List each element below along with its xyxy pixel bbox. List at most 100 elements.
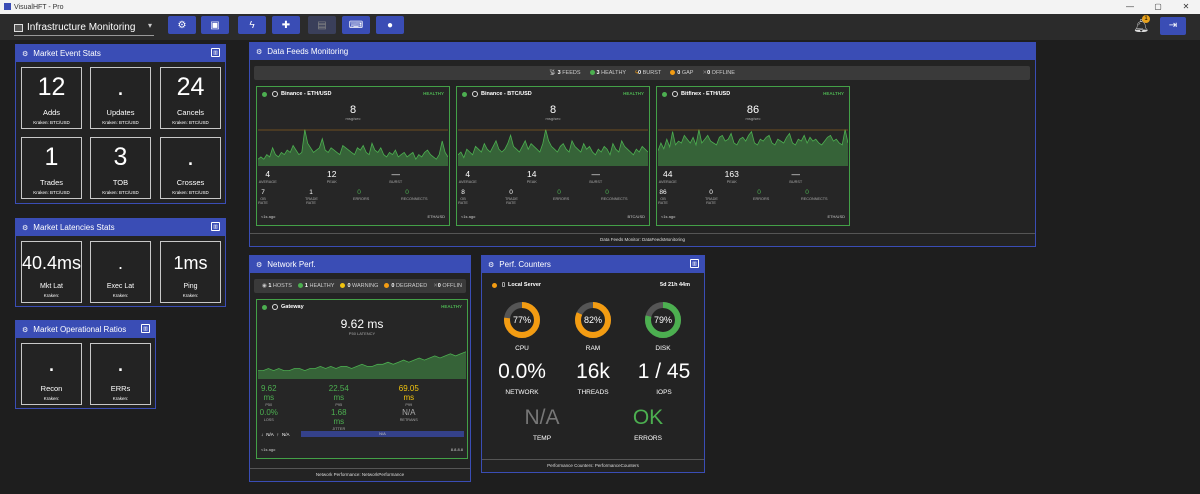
feeds-count: 📡︎ 3 FEEDS	[549, 70, 580, 76]
stat-value: .	[117, 349, 124, 377]
latency-percentiles: 9.62 ms P50 22.54 ms P95 69.05 ms P99	[257, 384, 467, 407]
stat-value: .	[48, 349, 55, 377]
monitor-button[interactable]: ▣	[201, 16, 229, 34]
feed-primary-metrics: 4 AVERAGE 12 PEAK — BURST	[257, 169, 449, 184]
chart-toggle-icon[interactable]: ▥	[211, 48, 220, 57]
burst-label: BURST	[589, 180, 603, 184]
host-card-gateway[interactable]: Gateway HEALTHY 9.62 ms P50 LATENCY 9.62…	[256, 299, 468, 459]
stat-label: Recon	[40, 384, 63, 393]
burst-value: —	[791, 169, 801, 179]
settings-small-icon[interactable]: ⚙	[22, 224, 29, 232]
feed-last-update: <1s ago	[261, 214, 276, 219]
peak-label: PEAK	[526, 180, 537, 184]
ob-rate-label: OB RATE	[458, 197, 468, 205]
sparkline-line	[458, 129, 648, 159]
operational-ratios-panel: ⚙ Market Operational Ratios ▥ . Recon Kr…	[15, 320, 156, 409]
maximize-button[interactable]: ▢	[1154, 2, 1162, 11]
feed-status: HEALTHY	[423, 91, 444, 96]
settings-small-icon[interactable]: ⚙	[488, 261, 495, 269]
logout-button[interactable]: ⇥	[1160, 17, 1186, 35]
stat-label: Cancels	[176, 108, 205, 117]
panel-header: ⚙ Market Latencies Stats ▥	[16, 219, 225, 236]
monitor-icon: ▣	[210, 19, 220, 31]
ring-fill	[504, 302, 540, 338]
down-arrow-icon: ↓	[261, 432, 264, 437]
feed-name: Bitfinex - ETH/USD	[681, 91, 731, 97]
latency-sparkline	[258, 351, 466, 379]
threads-value: 16k	[576, 360, 610, 383]
p50-label: P50	[265, 403, 273, 407]
stat-tile-tob: 3 TOB Kraken: BTC/USD	[90, 137, 151, 199]
host-last-update: <1s ago	[261, 447, 276, 452]
feed-header: Binance - ETH/USD	[262, 91, 331, 97]
feed-header: Bitfinex - ETH/USD	[662, 91, 730, 97]
host-name: Gateway	[281, 304, 304, 310]
ob-rate-value: 7	[261, 189, 265, 196]
errors-value: 0	[757, 189, 761, 196]
report-button[interactable]: ▤	[308, 16, 336, 34]
stat-tile-updates: . Updates Kraken: BTC/USD	[90, 67, 151, 129]
feed-card-binance-btcusd[interactable]: Binance - BTC/USD HEALTHY 8 msg/sec 4 AVE…	[456, 86, 650, 226]
market-event-stats-panel: ⚙ Market Event Stats ▥ 12 Adds Kraken: B…	[15, 44, 226, 204]
stat-tile-trades: 1 Trades Kraken: BTC/USD	[21, 137, 82, 199]
trade-rate-value: 0	[509, 189, 513, 196]
sparkline-area	[258, 351, 466, 379]
settings-small-icon[interactable]: ⚙	[22, 50, 29, 58]
status-dot-icon	[262, 91, 267, 97]
feeds-label: FEEDS	[562, 70, 581, 76]
down-value: N/A	[266, 432, 274, 437]
panel-title: Market Operational Ratios	[33, 325, 127, 334]
stat-provider: Kraken: BTC/USD	[172, 190, 209, 195]
dashboard-selector[interactable]: Infrastructure Monitoring ▾	[14, 20, 154, 36]
feed-card-bitfinex-ethusd[interactable]: Bitfinex - ETH/USD HEALTHY 86 msg/sec 44…	[656, 86, 850, 226]
monitor-small-icon	[14, 23, 23, 32]
feeds-summary-bar: 📡︎ 3 FEEDS 3 HEALTHY ϟ0 BURST 0 GAP ✕0 O…	[254, 66, 1030, 80]
stat-value: .	[187, 143, 194, 171]
healthy-dot-icon	[297, 283, 303, 289]
p99-value: 69.05 ms	[398, 384, 419, 402]
close-button[interactable]: ✕	[1182, 2, 1190, 11]
disk-ring	[645, 302, 681, 338]
feed-last-update: <1s ago	[461, 214, 476, 219]
stat-label: Exec Lat	[106, 283, 135, 290]
average-value: 4	[465, 169, 471, 179]
up-arrow-icon: ↑	[276, 432, 280, 437]
chart-toggle-icon[interactable]: ▥	[690, 259, 699, 268]
settings-small-icon[interactable]: ⚙	[256, 261, 263, 269]
sparkline-line	[258, 129, 448, 161]
globe-icon	[472, 91, 478, 97]
status-dot-icon	[262, 304, 267, 310]
hosts-icon: ◉	[262, 283, 269, 289]
bandwidth-row: ↓ N/A ↑ N/A	[261, 432, 290, 437]
stat-provider: Kraken: BTC/USD	[33, 120, 70, 125]
peak-label: PEAK	[726, 180, 737, 184]
warning-count: 0 WARNING	[340, 283, 378, 289]
feed-card-binance-ethusd[interactable]: Binance - ETH/USD HEALTHY 8 msg/sec 4 AVE…	[256, 86, 450, 226]
chart-toggle-icon[interactable]: ▥	[141, 324, 150, 333]
offline-value: 0	[707, 70, 711, 76]
gap-dot-icon	[670, 70, 676, 76]
user-icon: ●	[386, 19, 394, 31]
disk-ring-label: 79%	[643, 300, 683, 340]
bolt-button[interactable]: ϟ	[238, 16, 266, 34]
panel-header: ⚙ Perf. Counters ▥	[482, 256, 704, 273]
minimize-button[interactable]: —	[1126, 2, 1134, 11]
feed-primary-metrics: 44 AVERAGE 163 PEAK — BURST	[657, 169, 849, 184]
settings-small-icon[interactable]: ⚙	[22, 326, 29, 334]
keyboard-button[interactable]: ⌨	[342, 16, 370, 34]
errors-label: ERRORS	[753, 197, 770, 201]
settings-small-icon[interactable]: ⚙	[256, 48, 263, 56]
burst-count: ϟ0 BURST	[635, 70, 661, 76]
settings-button[interactable]: ⚙	[168, 16, 196, 34]
ring-fill	[575, 302, 611, 338]
stat-value: 40.4ms	[22, 253, 82, 273]
chart-toggle-icon[interactable]: ▥	[211, 222, 220, 231]
chevron-down-icon: ▾	[147, 21, 152, 30]
hosts-label: HOSTS	[272, 283, 292, 289]
stat-tile-crosses: . Crosses Kraken: BTC/USD	[160, 137, 221, 199]
plugins-button[interactable]: ✚	[272, 16, 300, 34]
reconnects-label: RECONNECTS	[401, 197, 428, 201]
user-button[interactable]: ●	[376, 16, 404, 34]
notifications-button[interactable]: 🔔︎ 1	[1133, 15, 1150, 34]
burst-label: BURST	[642, 70, 662, 76]
